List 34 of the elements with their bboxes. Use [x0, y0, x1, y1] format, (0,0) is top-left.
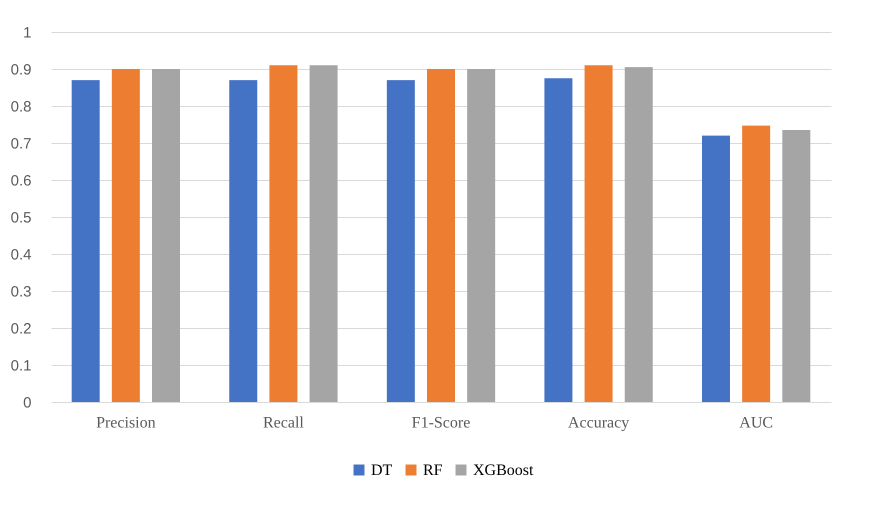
y-tick-label: 0 [23, 394, 32, 412]
bar [584, 65, 613, 402]
y-tick-label: 0.7 [10, 136, 32, 152]
bar [467, 69, 496, 402]
legend-label: XGBoost [473, 462, 534, 479]
bar [624, 67, 653, 402]
bar [742, 126, 770, 402]
y-tick-label: 0.8 [10, 98, 32, 116]
y-tick-label: 0.2 [10, 320, 32, 338]
x-tick-label: F1-Score [412, 414, 470, 432]
x-tick-label: AUC [739, 414, 774, 432]
bar [427, 69, 455, 402]
y-tick-label: 0.9 [10, 62, 32, 78]
bar [112, 69, 140, 402]
y-tick-label: 1 [23, 24, 32, 42]
legend-label: DT [371, 462, 393, 479]
bar [72, 80, 100, 402]
x-tick-label: Precision [96, 414, 156, 432]
y-tick-label: 0.4 [10, 246, 32, 264]
bar [152, 69, 180, 402]
bar [782, 130, 810, 402]
y-tick-label: 0.3 [10, 284, 32, 300]
y-tick-label: 0.5 [10, 210, 32, 226]
y-tick-label: 0.6 [10, 172, 32, 190]
bar [269, 65, 298, 402]
x-tick-label: Accuracy [568, 414, 630, 432]
bar [544, 78, 572, 402]
bar [310, 65, 338, 402]
y-tick-label: 0.1 [10, 358, 32, 374]
bar [229, 80, 258, 402]
bar [386, 80, 415, 402]
x-tick-label: Recall [262, 414, 304, 432]
legend-label: RF [423, 462, 443, 479]
bar [702, 136, 730, 402]
